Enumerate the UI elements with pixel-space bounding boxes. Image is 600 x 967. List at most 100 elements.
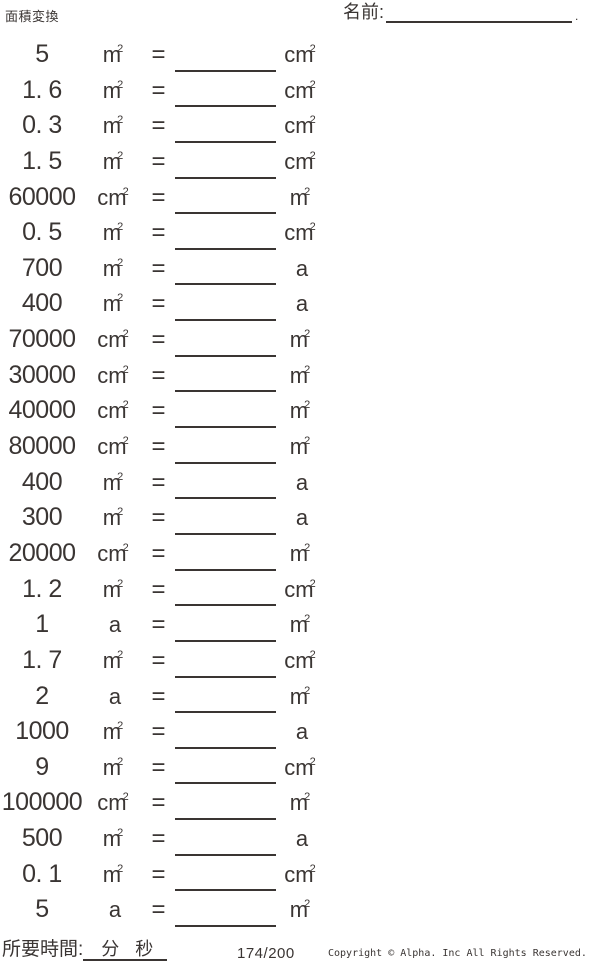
from-unit-superscript: 2 [122, 185, 129, 198]
problem-row: 1. 6 m2 = cm2 [0, 73, 600, 109]
problem-to-unit: m2 [276, 536, 324, 572]
problem-from-unit: m2 [84, 108, 142, 144]
answer-blank-line [175, 426, 276, 429]
answer-blank-line [175, 889, 276, 892]
from-unit-base: m [102, 505, 122, 531]
page-number: 174/200 [237, 945, 295, 962]
problem-to-unit: cm2 [276, 643, 324, 679]
from-unit-superscript: 2 [117, 256, 124, 269]
problem-to-unit: m2 [276, 429, 324, 465]
problem-from-unit: m2 [84, 500, 142, 536]
from-unit-base: cm [97, 327, 127, 353]
equals-sign: = [151, 468, 166, 496]
problem-value: 20000 [8, 538, 76, 567]
from-unit-superscript: 2 [122, 791, 129, 804]
to-unit-superscript: 2 [309, 755, 316, 768]
to-unit-base: cm [284, 42, 314, 67]
from-unit-base: a [108, 683, 122, 709]
from-unit-base: cm [97, 362, 127, 388]
to-unit-base: cm [284, 576, 314, 602]
problem-row: 5 m2 = cm2 [0, 37, 600, 73]
equals-sign: = [151, 860, 166, 888]
time-blank-line: 分 秒 [83, 937, 168, 961]
to-unit-superscript: 2 [304, 684, 311, 697]
equals-sign: = [151, 361, 166, 389]
from-unit-base: m [102, 647, 122, 673]
problem-row: 400 m2 = a [0, 286, 600, 322]
footer: 所要時間: 分 秒 174/200 Copyright © Alpha. Inc… [0, 936, 600, 967]
to-unit-base: a [295, 255, 309, 281]
to-unit-superscript: 2 [304, 791, 311, 804]
equals-sign: = [151, 646, 166, 674]
problem-from-unit: m2 [84, 750, 142, 786]
from-unit-base: m [102, 42, 122, 67]
equals-sign: = [151, 753, 166, 781]
problem-from-unit: m2 [84, 714, 142, 750]
to-unit-superscript: 2 [309, 114, 316, 127]
problem-row: 1000 m2 = a [0, 714, 600, 750]
problem-value: 70000 [8, 325, 76, 354]
to-unit-base: cm [284, 220, 314, 246]
time-taken-label: 所要時間: [2, 939, 84, 960]
equals-sign: = [151, 718, 166, 746]
name-blank-line [386, 2, 573, 23]
to-unit-base: m [289, 398, 309, 424]
problem-to-unit: a [276, 821, 324, 857]
to-unit-base: cm [284, 647, 314, 673]
from-unit-superscript: 2 [117, 827, 124, 840]
problem-value: 1. 7 [22, 645, 62, 674]
time-taken-row: 所要時間: 分 秒 [2, 936, 168, 961]
equals-sign: = [151, 789, 166, 817]
from-unit-superscript: 2 [117, 862, 124, 875]
problem-to-unit: a [276, 714, 324, 750]
problem-to-unit: m2 [276, 393, 324, 429]
problem-row: 0. 3 m2 = cm2 [0, 108, 600, 144]
from-unit-base: m [102, 754, 122, 780]
problem-from-unit: m2 [84, 857, 142, 893]
equals-sign: = [151, 682, 166, 710]
from-unit-base: cm [97, 790, 127, 816]
answer-blank-line [175, 746, 276, 749]
to-unit-base: a [295, 469, 309, 495]
equals-sign: = [151, 112, 166, 140]
problem-value: 1 [35, 610, 49, 639]
problem-row: 500 m2 = a [0, 821, 600, 857]
answer-blank-line [175, 925, 276, 928]
to-unit-base: cm [284, 77, 314, 103]
problem-value: 300 [21, 503, 63, 532]
problem-row: 30000 cm2 = m2 [0, 358, 600, 394]
problem-row: 700 m2 = a [0, 251, 600, 287]
from-unit-base: m [102, 576, 122, 602]
equals-sign: = [151, 539, 166, 567]
answer-blank-line [175, 782, 276, 785]
problem-row: 100000 cm2 = m2 [0, 785, 600, 821]
from-unit-superscript: 2 [117, 755, 124, 768]
problem-row: 70000 cm2 = m2 [0, 322, 600, 358]
problem-row: 300 m2 = a [0, 500, 600, 536]
to-unit-superscript: 2 [309, 862, 316, 875]
problem-value: 9 [35, 752, 49, 781]
problem-from-unit: cm2 [84, 785, 142, 821]
from-unit-base: m [102, 255, 122, 281]
name-label: 名前: [343, 2, 385, 22]
from-unit-base: m [102, 826, 122, 852]
from-unit-base: cm [97, 184, 127, 210]
problem-value: 80000 [8, 432, 76, 461]
problem-value: 500 [21, 824, 63, 853]
to-unit-superscript: 2 [304, 613, 311, 626]
equals-sign: = [151, 611, 166, 639]
name-line-period: . [575, 9, 579, 23]
problem-row: 1. 7 m2 = cm2 [0, 643, 600, 679]
to-unit-superscript: 2 [304, 399, 311, 412]
from-unit-base: m [102, 719, 122, 745]
answer-blank-line [175, 532, 276, 535]
problem-value: 5 [35, 40, 49, 68]
problem-to-unit: a [276, 500, 324, 536]
problem-row: 5 a = m2 [0, 892, 600, 928]
equals-sign: = [151, 290, 166, 318]
problem-value: 700 [21, 253, 63, 282]
problem-value: 1. 2 [22, 574, 62, 603]
problem-row: 40000 cm2 = m2 [0, 393, 600, 429]
problem-to-unit: m2 [276, 322, 324, 358]
